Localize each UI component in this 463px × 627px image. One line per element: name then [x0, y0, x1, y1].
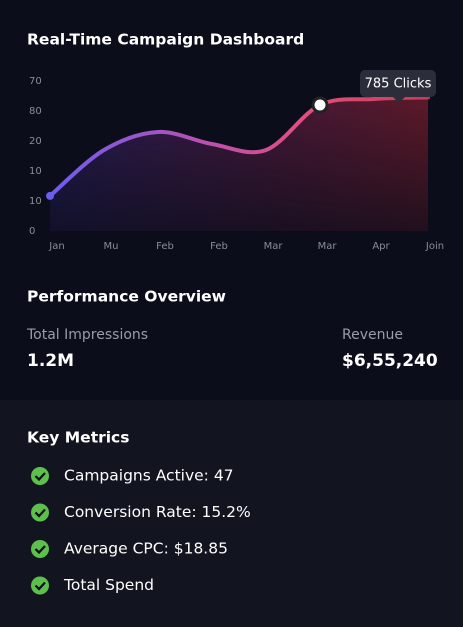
metrics-panel	[0, 400, 463, 627]
y-tick-label: 20	[29, 136, 42, 147]
check-mark	[34, 472, 46, 482]
check-icon	[31, 503, 49, 522]
check-mark	[34, 508, 46, 518]
y-tick-label: 0	[29, 226, 35, 237]
point	[46, 191, 54, 200]
x-tick-label: Join	[425, 241, 444, 252]
tooltip-box	[360, 70, 436, 97]
stat-label: Revenue	[342, 327, 403, 343]
x-tick-label: Feb	[156, 241, 174, 252]
metric-item: Total Spend	[63, 576, 154, 594]
stat-label: Total Impressions	[26, 327, 148, 343]
check-mark	[34, 545, 46, 555]
highlight-point	[311, 96, 329, 114]
x-tick-label: Mar	[264, 241, 284, 252]
check-mark	[34, 581, 46, 591]
metric-item: Conversion Rate: 15.2%	[64, 503, 251, 521]
metric-item: Average CPC: $18.85	[64, 540, 228, 558]
title: Real-Time Campaign Dashboard	[27, 31, 304, 49]
tooltip-text: 785 Clicks	[365, 77, 432, 92]
tooltip-pointer	[393, 97, 405, 103]
x-tick-label: Feb	[210, 241, 228, 252]
chart: 0 10 10 20 80 70 Jan Mu Feb Feb Mar Mar Apr Join 785 C…	[29, 70, 444, 252]
y-tick-label: 10	[29, 196, 42, 207]
section-title: Performance Overview	[27, 288, 226, 306]
check-icon	[31, 540, 49, 558]
x-tick-label: Mu	[104, 241, 119, 252]
metric-list: Campaigns Active: 47 Conversion Rate: 15.…	[31, 467, 251, 595]
line	[48, 95, 430, 198]
y-tick-label: 80	[29, 106, 42, 117]
area	[50, 97, 428, 231]
check-icon	[31, 576, 49, 595]
x-tick-label: Jan	[48, 241, 64, 252]
section-title: Key Metrics	[27, 429, 129, 447]
y-tick-label: 70	[29, 76, 42, 87]
stat-value: 1.2M	[27, 351, 74, 371]
y-tick-label: 10	[29, 166, 42, 177]
metric-item: Campaigns Active: 47	[64, 467, 234, 485]
check-icon	[31, 467, 49, 485]
x-tick-label: Mar	[318, 241, 338, 252]
stat-value: $6,55,240	[342, 351, 438, 371]
x-tick-label: Apr	[372, 241, 390, 252]
